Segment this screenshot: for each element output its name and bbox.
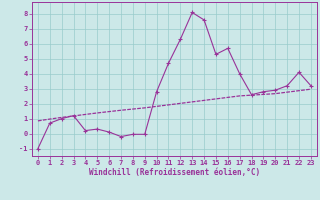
X-axis label: Windchill (Refroidissement éolien,°C): Windchill (Refroidissement éolien,°C): [89, 168, 260, 177]
